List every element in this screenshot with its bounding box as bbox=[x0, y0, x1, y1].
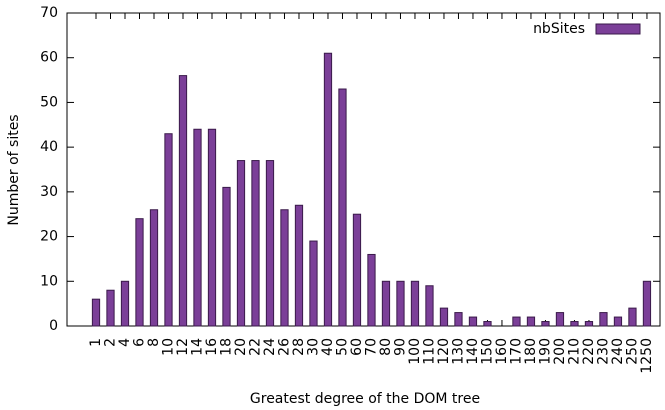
x-tick-label: 240 bbox=[610, 338, 626, 365]
y-tick-label: 40 bbox=[40, 139, 58, 155]
x-tick-label: 150 bbox=[479, 338, 495, 365]
x-tick-label: 180 bbox=[523, 338, 539, 365]
y-tick-label: 10 bbox=[40, 273, 58, 289]
x-tick-label: 130 bbox=[450, 338, 466, 365]
x-tick-label: 20 bbox=[233, 338, 249, 356]
bar bbox=[483, 321, 492, 327]
bar bbox=[439, 307, 449, 327]
x-tick-label: 70 bbox=[363, 338, 379, 356]
x-tick-label: 100 bbox=[407, 338, 423, 365]
y-tick-label: 30 bbox=[40, 184, 58, 200]
x-axis-label: Greatest degree of the DOM tree bbox=[250, 391, 480, 407]
x-tick-label: 80 bbox=[378, 338, 394, 356]
bar bbox=[178, 75, 188, 327]
bar bbox=[222, 186, 231, 327]
bar bbox=[251, 160, 260, 327]
bar bbox=[207, 128, 217, 327]
bar bbox=[294, 204, 304, 327]
x-tick-label: 18 bbox=[218, 338, 234, 356]
x-tick-label: 110 bbox=[421, 338, 437, 365]
x-tick-label: 2 bbox=[102, 338, 118, 347]
bar bbox=[193, 128, 202, 327]
bar bbox=[599, 312, 608, 327]
bar bbox=[468, 316, 478, 327]
bar bbox=[541, 321, 550, 327]
bar bbox=[512, 316, 521, 327]
x-tick-label: 26 bbox=[276, 338, 292, 356]
y-axis-label: Number of sites bbox=[6, 114, 22, 225]
bar bbox=[613, 316, 623, 327]
bar bbox=[236, 160, 246, 327]
legend-swatch bbox=[595, 23, 641, 35]
x-tick-label: 12 bbox=[175, 338, 191, 356]
y-tick-label: 50 bbox=[40, 94, 58, 110]
bar bbox=[584, 321, 594, 327]
x-tick-label: 190 bbox=[537, 338, 553, 365]
x-tick-label: 4 bbox=[117, 338, 133, 347]
x-tick-label: 24 bbox=[262, 338, 278, 356]
bar bbox=[396, 280, 405, 327]
bar bbox=[367, 253, 376, 327]
x-tick-label: 60 bbox=[349, 338, 365, 356]
x-tick-label: 14 bbox=[189, 338, 205, 356]
bar bbox=[106, 289, 115, 327]
bar bbox=[91, 298, 101, 327]
bar bbox=[164, 133, 173, 327]
x-tick-label: 170 bbox=[508, 338, 524, 365]
x-tick-label: 50 bbox=[334, 338, 350, 356]
x-tick-label: 30 bbox=[305, 338, 321, 356]
x-tick-label: 8 bbox=[146, 338, 162, 347]
bar bbox=[120, 280, 130, 327]
bar bbox=[338, 88, 347, 327]
x-tick-label: 230 bbox=[595, 338, 611, 365]
y-tick-label: 20 bbox=[40, 229, 58, 245]
bar bbox=[280, 209, 289, 327]
bar bbox=[526, 316, 536, 327]
x-tick-label: 250 bbox=[624, 338, 640, 365]
x-tick-label: 10 bbox=[160, 338, 176, 356]
bar bbox=[265, 160, 275, 327]
bar bbox=[309, 240, 318, 327]
x-tick-label: 200 bbox=[552, 338, 568, 365]
bar bbox=[425, 285, 434, 327]
bar bbox=[555, 312, 565, 327]
x-tick-label: 220 bbox=[581, 338, 597, 365]
bar bbox=[323, 52, 333, 327]
bar bbox=[628, 307, 637, 327]
x-tick-label: 22 bbox=[247, 338, 263, 356]
bar bbox=[381, 280, 391, 327]
x-tick-label: 1 bbox=[88, 338, 104, 347]
x-tick-label: 160 bbox=[494, 338, 510, 365]
x-tick-label: 40 bbox=[320, 338, 336, 356]
x-tick-label: 140 bbox=[465, 338, 481, 365]
x-tick-label: 6 bbox=[131, 338, 147, 347]
bar bbox=[642, 280, 652, 327]
x-tick-label: 16 bbox=[204, 338, 220, 356]
bar bbox=[135, 218, 144, 327]
plot-frame bbox=[66, 12, 661, 327]
x-tick-label: 28 bbox=[291, 338, 307, 356]
x-tick-label: 210 bbox=[566, 338, 582, 365]
bar bbox=[570, 321, 579, 327]
x-tick-label: 1250 bbox=[639, 338, 655, 374]
y-tick-label: 0 bbox=[49, 318, 58, 334]
bar bbox=[149, 209, 159, 327]
legend-label: nbSites bbox=[533, 21, 585, 37]
x-tick-label: 120 bbox=[436, 338, 452, 365]
x-tick-label: 90 bbox=[392, 338, 408, 356]
bar bbox=[352, 213, 362, 327]
y-tick-label: 70 bbox=[40, 5, 58, 21]
bar bbox=[454, 312, 463, 327]
bar bbox=[410, 280, 420, 327]
y-tick-label: 60 bbox=[40, 50, 58, 66]
